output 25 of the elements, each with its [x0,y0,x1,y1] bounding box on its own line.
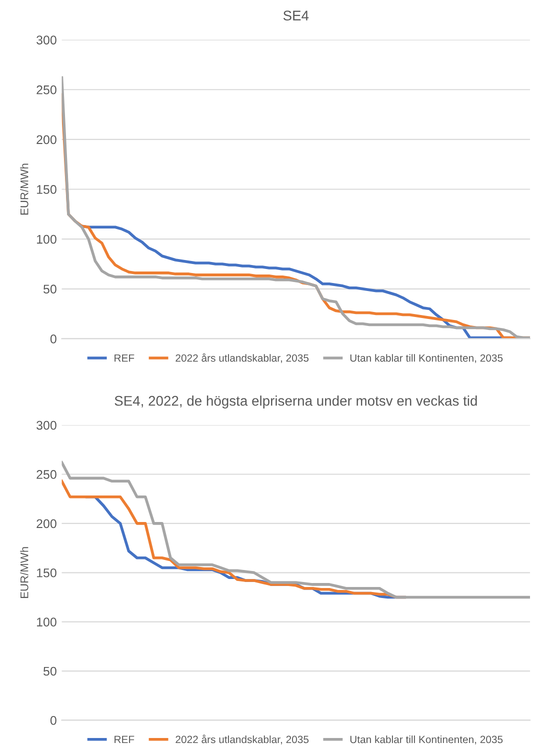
y-tick-label: 0 [50,334,56,344]
y-tick-label: 300 [36,420,56,430]
line-series [62,461,530,599]
legend-label: Utan kablar till Kontinenten, 2035 [350,354,503,363]
y-tick-label: 150 [36,568,56,578]
y-axis-title: EUR/MWh [20,164,28,215]
legend-label: REF [114,354,134,362]
y-tick-label: 300 [36,36,56,44]
y-tick-label: 200 [36,135,56,144]
y-tick-label: 100 [36,618,56,626]
chart-title: SE4, 2022, de högsta elpriserna under motsv en veckas tid [114,396,477,409]
legend-label: 2022 års utlandskablar, 2035 [176,353,309,363]
legend-label: 2022 års utlandskablar, 2035 [176,734,309,744]
y-tick-label: 50 [43,284,56,294]
y-tick-label: 200 [36,519,56,528]
legend-label: REF [114,736,134,744]
y-tick-label: 250 [36,470,56,479]
y-tick-label: 150 [36,185,56,194]
y-tick-label: 100 [36,234,56,244]
y-tick-label: 250 [36,85,56,94]
y-tick-label: 0 [50,716,56,725]
y-axis-title: EUR/MWh [20,547,28,598]
legend-label: Utan kablar till Kontinenten, 2035 [350,736,503,744]
y-tick-label: 50 [43,666,56,676]
chart-title: SE4 [283,10,309,20]
